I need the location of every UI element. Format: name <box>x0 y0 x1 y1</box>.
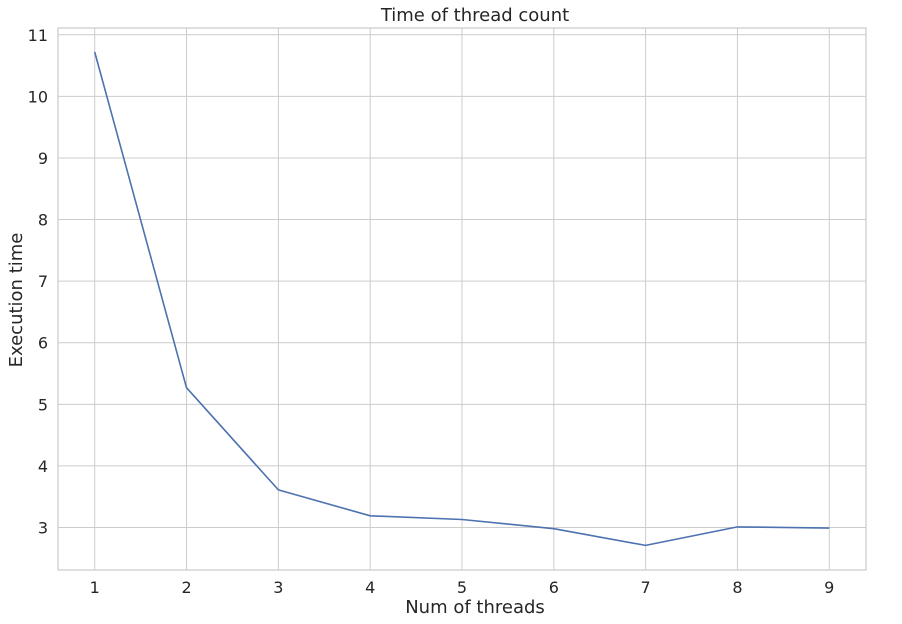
x-tick-label: 5 <box>457 578 467 597</box>
series-layer <box>93 51 830 547</box>
x-tick-label: 2 <box>181 578 191 597</box>
x-tick-labels: 1 2 3 4 5 6 7 8 9 <box>90 578 835 597</box>
grid-lines <box>58 28 866 570</box>
x-tick-label: 3 <box>273 578 283 597</box>
plot-frame <box>57 27 867 571</box>
x-tick-label: 4 <box>365 578 375 597</box>
x-tick-label: 9 <box>824 578 834 597</box>
y-tick-label: 7 <box>38 272 48 291</box>
y-tick-label: 4 <box>38 457 48 476</box>
chart-title: Time of thread count <box>380 5 569 26</box>
y-tick-label: 5 <box>38 395 48 414</box>
y-tick-label: 9 <box>38 149 48 168</box>
y-tick-label: 10 <box>28 87 48 106</box>
x-tick-label: 1 <box>90 578 100 597</box>
y-tick-label: 11 <box>28 26 48 45</box>
y-tick-label: 6 <box>38 334 48 353</box>
x-axis-label: Num of threads <box>405 597 545 618</box>
y-tick-labels: 3 4 5 6 7 8 9 10 11 <box>28 26 48 538</box>
y-axis-label: Execution time <box>6 233 27 368</box>
x-tick-label: 7 <box>641 578 651 597</box>
y-tick-label: 3 <box>38 519 48 538</box>
x-tick-label: 6 <box>549 578 559 597</box>
y-tick-label: 8 <box>38 211 48 230</box>
x-tick-label: 8 <box>732 578 742 597</box>
